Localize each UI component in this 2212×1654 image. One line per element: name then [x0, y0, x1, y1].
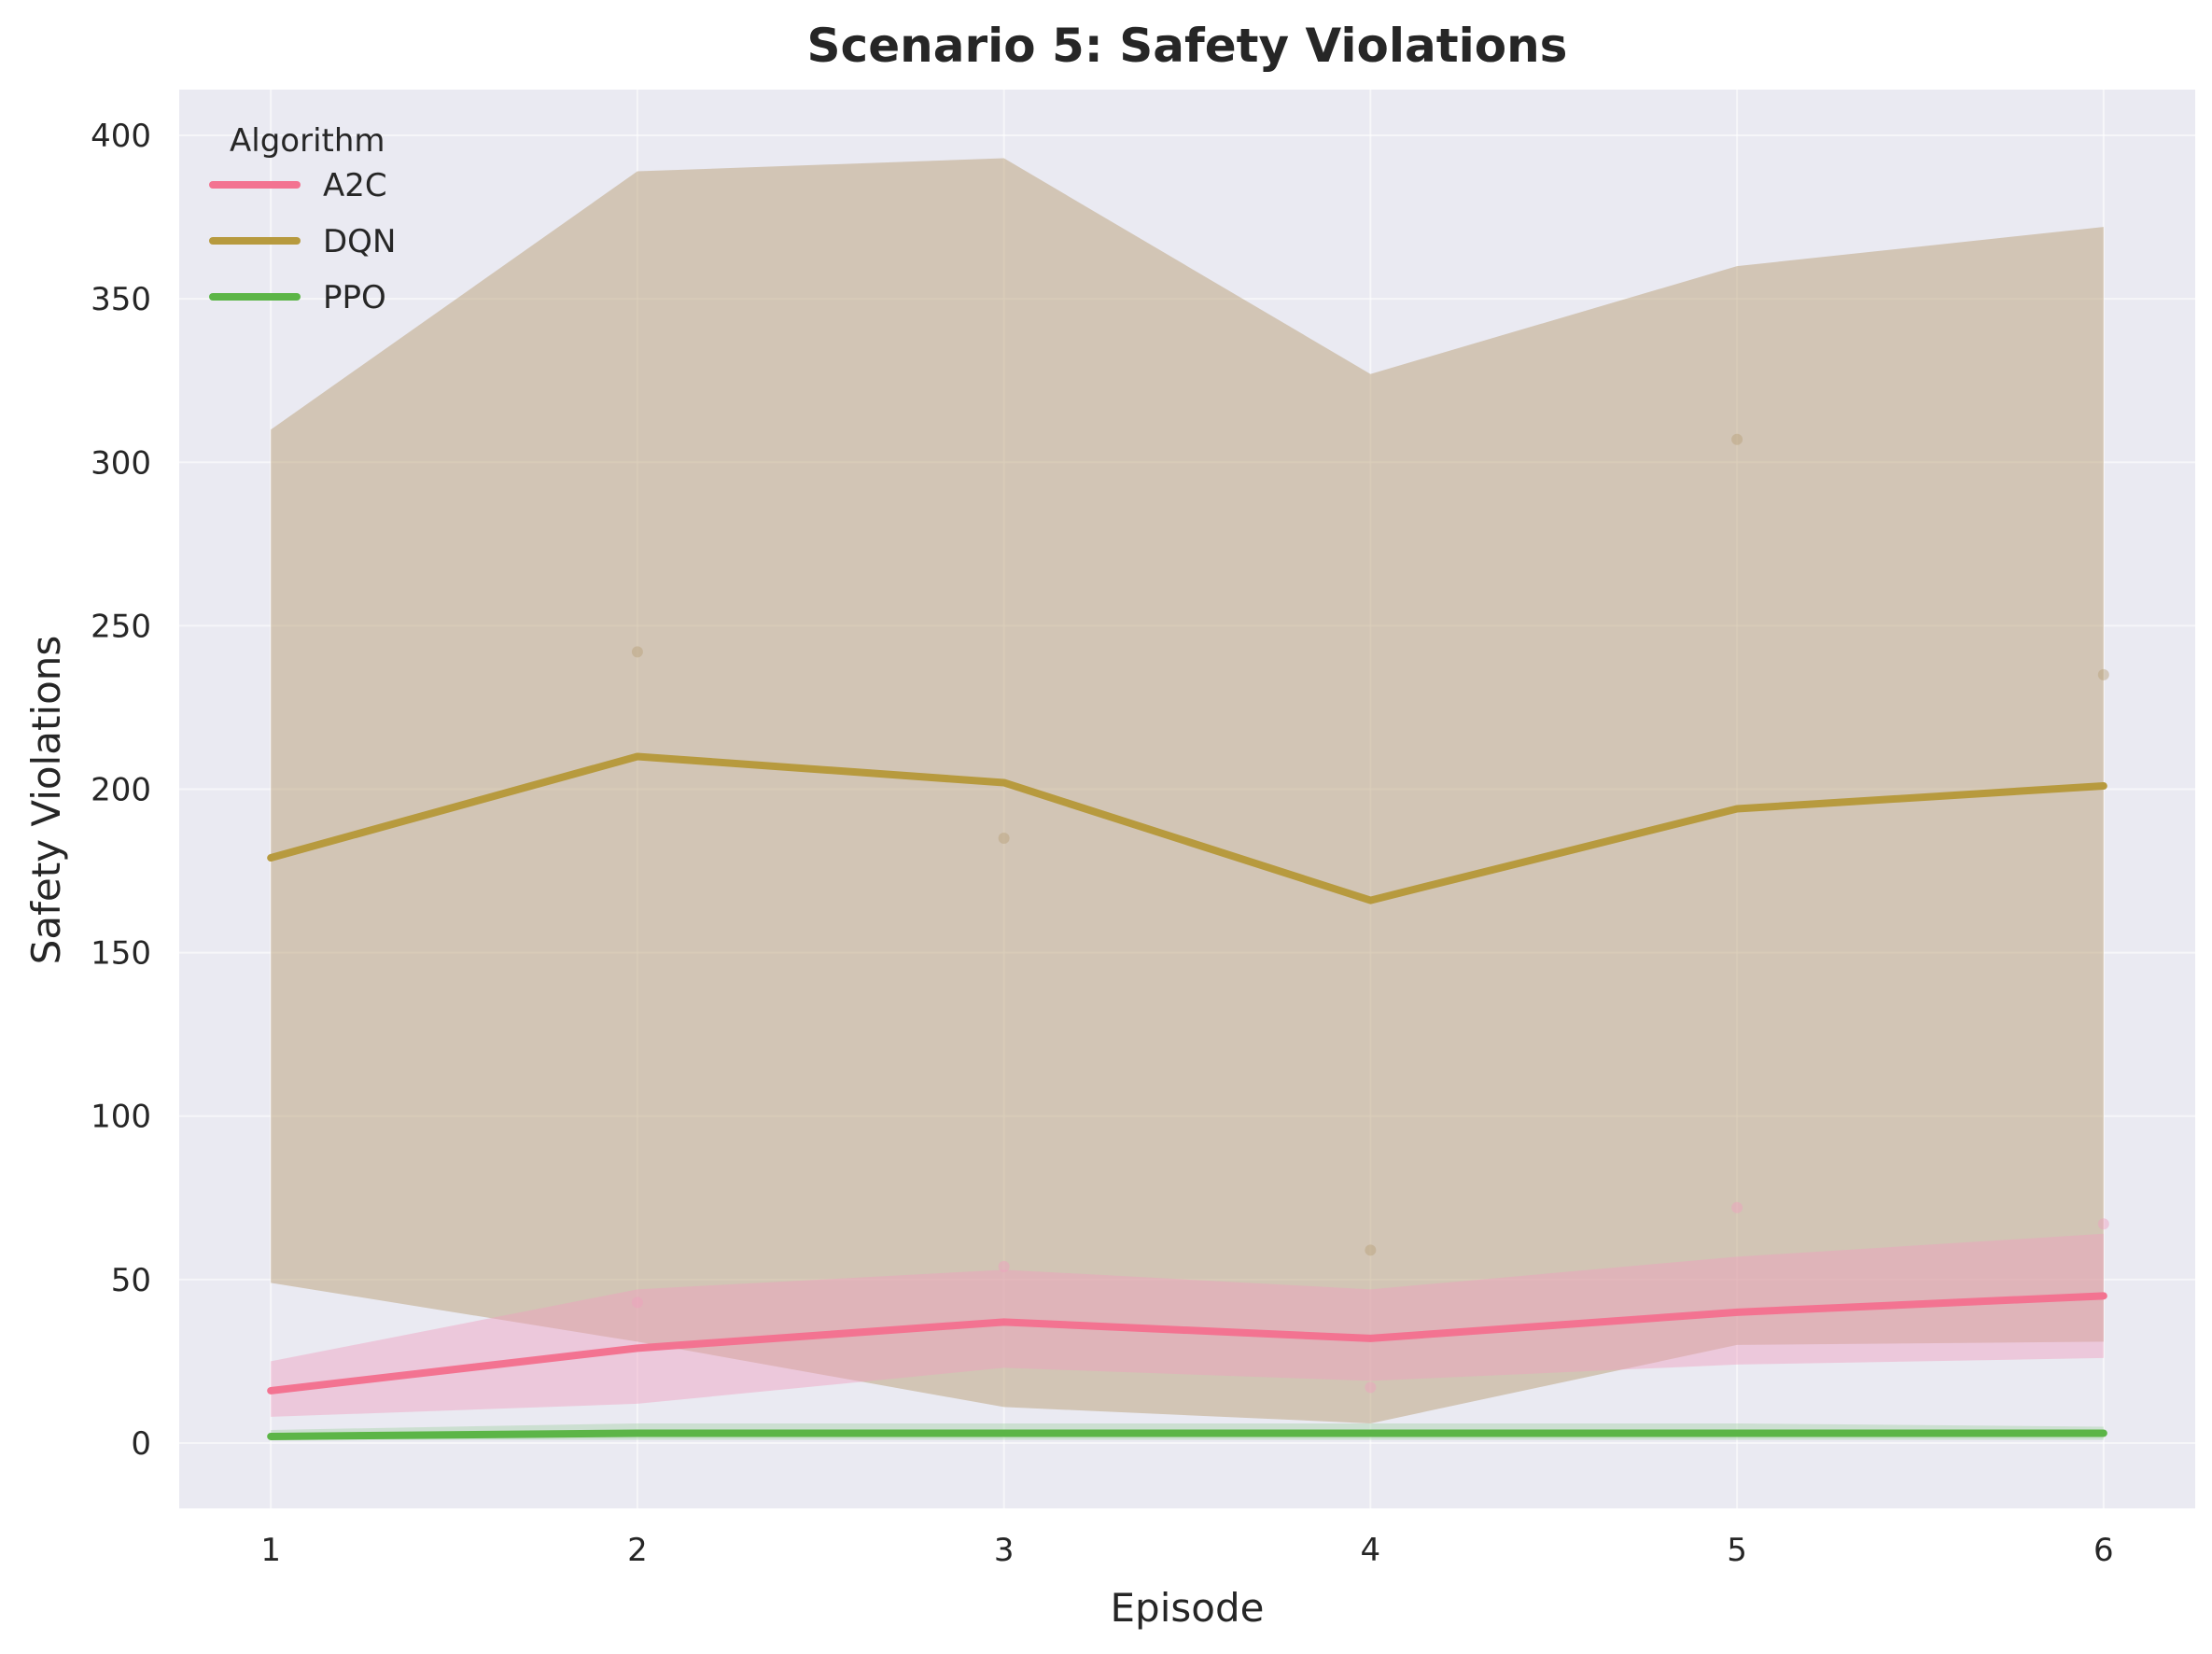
y-tick-label: 350: [91, 281, 151, 318]
x-axis-label: Episode: [1111, 1585, 1265, 1631]
point-dqn: [1365, 1244, 1377, 1256]
point-a2c: [1731, 1201, 1743, 1213]
x-axis-ticks: 1 2 3 4 5 6: [260, 1532, 2113, 1569]
y-tick-label: 200: [91, 771, 151, 808]
confidence-bands: [271, 158, 2104, 1440]
point-dqn: [998, 833, 1010, 845]
point-dqn: [2097, 668, 2109, 680]
point-a2c: [1365, 1381, 1377, 1394]
x-tick-label: 4: [1361, 1532, 1381, 1569]
series-line-a2c: [267, 1292, 2107, 1395]
y-tick-label: 300: [91, 444, 151, 482]
chart-title: Scenario 5: Safety Violations: [807, 19, 1568, 73]
series-line-ppo: [267, 1429, 2107, 1440]
point-a2c: [2097, 1218, 2109, 1230]
y-tick-label: 0: [131, 1425, 151, 1463]
legend: Algorithm A2C DQN PPO: [209, 122, 396, 316]
y-axis-label: Safety Violations: [23, 636, 69, 965]
legend-label-dqn: DQN: [323, 223, 396, 260]
y-tick-label: 100: [91, 1099, 151, 1136]
y-tick-label: 400: [91, 118, 151, 155]
y-axis-ticks: 0 50 100 150 200 250 300 350 400: [91, 118, 151, 1463]
y-tick-label: 50: [111, 1262, 151, 1299]
x-tick-label: 3: [994, 1532, 1015, 1569]
x-tick-label: 6: [2093, 1532, 2114, 1569]
band-dqn: [271, 158, 2104, 1423]
scatter-points: [631, 433, 2109, 1394]
point-dqn: [1731, 433, 1743, 445]
x-tick-label: 5: [1727, 1532, 1747, 1569]
point-dqn: [631, 646, 643, 658]
series-lines: [267, 752, 2107, 1440]
x-tick-label: 1: [260, 1532, 281, 1569]
y-tick-label: 250: [91, 608, 151, 645]
legend-title: Algorithm: [230, 122, 385, 160]
x-tick-label: 2: [627, 1532, 648, 1569]
series-line-dqn: [267, 752, 2107, 904]
band-a2c: [271, 1233, 2104, 1417]
point-a2c: [631, 1297, 643, 1309]
legend-label-ppo: PPO: [323, 279, 386, 316]
point-a2c: [998, 1260, 1010, 1272]
y-tick-label: 150: [91, 935, 151, 973]
legend-label-a2c: A2C: [323, 167, 387, 204]
